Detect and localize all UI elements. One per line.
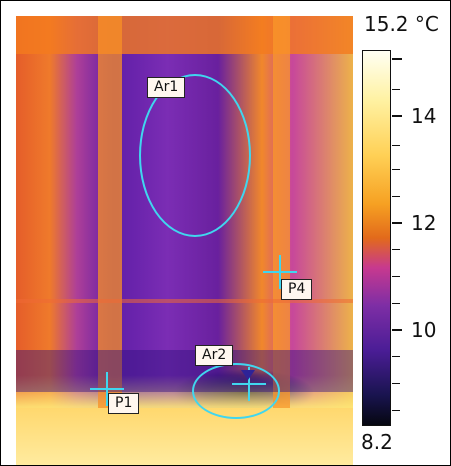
p1-crosshair[interactable] — [90, 372, 124, 406]
p1-label[interactable]: P1 — [108, 393, 140, 414]
scale-tick — [392, 115, 402, 117]
cold-lower-band — [16, 350, 353, 392]
left-heat-stripe — [98, 16, 122, 465]
scale-tick — [392, 249, 400, 250]
scale-max-label: 15.2 °C — [364, 12, 439, 36]
scale-tick — [392, 356, 400, 357]
scale-label-12: 12 — [411, 211, 437, 235]
p4-label[interactable]: P4 — [281, 279, 313, 300]
ar2-label[interactable]: Ar2 — [195, 345, 234, 366]
right-heat-stripe — [273, 16, 290, 465]
scale-tick — [392, 169, 400, 170]
ar2-crosshair[interactable] — [232, 367, 266, 401]
p4-crosshair[interactable] — [263, 255, 297, 289]
scale-label-10: 10 — [411, 318, 437, 342]
ar1-region[interactable] — [139, 74, 251, 237]
horizontal-seam — [16, 299, 353, 303]
scale-tick — [392, 329, 402, 331]
scale-tick — [392, 89, 400, 90]
scale-tick — [392, 196, 400, 197]
scale-tick — [392, 222, 402, 224]
scale-tick — [392, 410, 400, 411]
roof-heat-band — [16, 16, 353, 54]
scale-label-14: 14 — [411, 104, 437, 128]
scale-tick — [392, 58, 402, 60]
floor-hot-zone — [16, 408, 353, 465]
ar1-label[interactable]: Ar1 — [147, 77, 186, 98]
ar2-region[interactable] — [192, 363, 280, 419]
ar2-min-marker-icon — [241, 370, 255, 380]
scale-tick — [392, 145, 400, 146]
scale-min-label: 8.2 — [361, 430, 393, 454]
temperature-scale — [362, 50, 391, 426]
scale-tick — [392, 276, 400, 277]
scale-tick — [392, 303, 400, 304]
scale-tick — [392, 383, 400, 384]
